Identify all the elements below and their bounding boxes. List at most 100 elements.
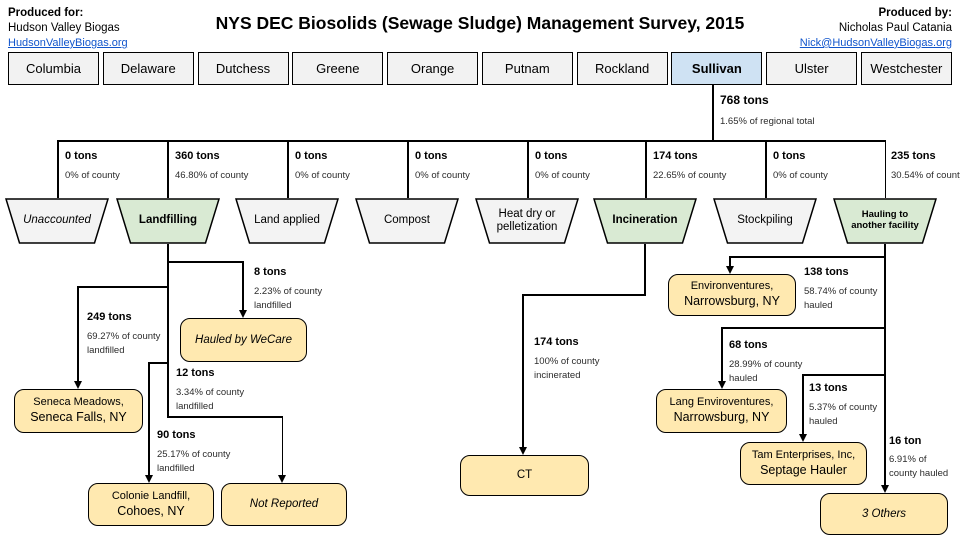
method-tons: 0 tons [415, 150, 448, 162]
connector-line [242, 261, 244, 311]
arrowhead [73, 381, 82, 389]
arrowhead [144, 475, 153, 483]
method-label: Land applied [254, 214, 320, 227]
method-tons: 360 tons [175, 150, 220, 162]
produced-by-label: Produced by: [878, 7, 952, 19]
connector-line [522, 294, 646, 296]
connector-line [712, 84, 714, 140]
connector-line [407, 140, 409, 198]
facility-box-colonie-landfill: Colonie Landfill, Cohoes, NY [88, 483, 214, 526]
method-node-unaccounted: Unaccounted [5, 198, 109, 244]
county-tab-sullivan[interactable]: Sullivan [671, 52, 763, 85]
connector-line [148, 362, 150, 476]
produced-by-name: Nicholas Paul Catania [838, 21, 952, 34]
method-tons: 235 tons [891, 150, 936, 162]
county-tab-orange[interactable]: Orange [387, 52, 479, 85]
county-total-share: 1.65% of regional total [720, 116, 815, 127]
method-label: Compost [383, 214, 431, 227]
county-tab-ulster[interactable]: Ulster [766, 52, 858, 85]
method-label: Heat dry or pelletization [496, 207, 558, 233]
edge-share-seneca: 69.27% of county landfilled [87, 331, 161, 356]
facility-label: Septage Hauler [760, 462, 847, 477]
connector-line [77, 286, 79, 382]
method-label: Hauling to another facility [851, 209, 919, 231]
produced-by-block: Produced by: Nicholas Paul Catania Nick@… [800, 6, 952, 51]
edge-tons-seneca: 249 tons [87, 311, 132, 323]
facility-label: Tam Enterprises, Inc, [751, 448, 856, 461]
connector-line [167, 140, 169, 198]
edge-tons-lang: 68 tons [729, 339, 768, 351]
county-tab-putnam[interactable]: Putnam [481, 52, 573, 85]
facility-label: Seneca Falls, NY [30, 410, 127, 425]
facility-box-tam-enterprises: Tam Enterprises, Inc, Septage Hauler [740, 442, 867, 485]
county-tab-columbia[interactable]: Columbia [8, 52, 99, 85]
edge-tons-others: 16 ton [889, 435, 922, 447]
facility-label: Narrowsburg, NY [684, 294, 780, 309]
county-tab-westchester[interactable]: Westchester [860, 52, 952, 85]
connector-line [167, 416, 283, 418]
county-tab-rockland[interactable]: Rockland [576, 52, 668, 85]
method-node-land-applied: Land applied [235, 198, 339, 244]
connector-line [645, 140, 647, 198]
produced-by-link[interactable]: Nick@HudsonValleyBiogas.org [799, 36, 952, 49]
method-share: 46.80% of county [175, 170, 249, 181]
connector-line [721, 327, 723, 383]
county-tab-dutchess[interactable]: Dutchess [197, 52, 289, 85]
page-title: NYS DEC Biosolids (Sewage Sludge) Manage… [215, 13, 745, 33]
facility-box-lang-enviroventures: Lang Enviroventures, Narrowsburg, NY [656, 389, 787, 433]
facility-box-3-others: 3 Others [820, 493, 948, 535]
produced-for-link[interactable]: HudsonValleyBiogas.org [8, 36, 128, 49]
method-share: 0% of county [773, 170, 828, 181]
county-tab-greene[interactable]: Greene [292, 52, 384, 85]
connector-line [644, 244, 646, 296]
method-share: 22.65% of county [653, 170, 727, 181]
method-share: 30.54% of county [891, 170, 960, 181]
connector-line [729, 256, 886, 258]
connector-line [148, 362, 168, 364]
method-node-heat-dry: Heat dry or pelletization [475, 198, 579, 244]
arrowhead [717, 381, 726, 389]
edge-share-lang: 28.99% of county hauled [729, 359, 803, 384]
method-share: 0% of county [415, 170, 470, 181]
connector-line [287, 140, 289, 198]
facility-box-seneca-meadows: Seneca Meadows, Seneca Falls, NY [14, 389, 143, 433]
edge-share-environventures: 58.74% of county hauled [804, 286, 878, 311]
edge-share-colonie: 25.17% of county landfilled [157, 449, 231, 474]
method-label: Incineration [612, 214, 678, 227]
connector-line [802, 374, 804, 436]
method-tons: 0 tons [65, 150, 98, 162]
arrowhead [238, 310, 247, 318]
edge-share-wecare: 2.23% of county landfilled [254, 286, 323, 311]
facility-label: 3 Others [861, 507, 907, 520]
county-tab-delaware[interactable]: Delaware [102, 52, 194, 85]
produced-for-name: Hudson Valley Biogas [8, 21, 120, 34]
facility-label: Lang Enviroventures, [669, 396, 774, 409]
connector-line [167, 261, 244, 263]
edge-share-tam: 5.37% of county hauled [809, 402, 878, 427]
edge-tons-tam: 13 tons [809, 382, 848, 394]
method-node-incineration: Incineration [593, 198, 697, 244]
arrowhead [278, 475, 286, 483]
connector-line [884, 244, 886, 486]
method-node-stockpiling: Stockpiling [713, 198, 817, 244]
method-node-compost: Compost [355, 198, 459, 244]
facility-box-environventures: Environventures, Narrowsburg, NY [668, 274, 796, 316]
county-total-tons: 768 tons [720, 93, 769, 107]
connector-line [281, 416, 284, 476]
edge-share-others: 6.91% of county hauled [889, 454, 949, 479]
arrowhead [518, 447, 527, 455]
facility-box-hauled-by-wecare: Hauled by WeCare [180, 318, 307, 362]
method-share: 0% of county [295, 170, 350, 181]
arrowhead [880, 485, 889, 493]
method-share: 0% of county [65, 170, 120, 181]
edge-tons-wecare: 8 tons [254, 266, 287, 278]
facility-label: Hauled by WeCare [195, 333, 292, 346]
method-tons: 0 tons [295, 150, 328, 162]
connector-line [765, 140, 767, 198]
edge-tons-environventures: 138 tons [804, 266, 849, 278]
produced-for-block: Produced for: Hudson Valley Biogas Hudso… [8, 6, 128, 51]
facility-label: Seneca Meadows, [33, 396, 124, 409]
county-tab-bar: Columbia Delaware Dutchess Greene Orange… [8, 52, 952, 85]
method-label: Unaccounted [23, 214, 91, 227]
